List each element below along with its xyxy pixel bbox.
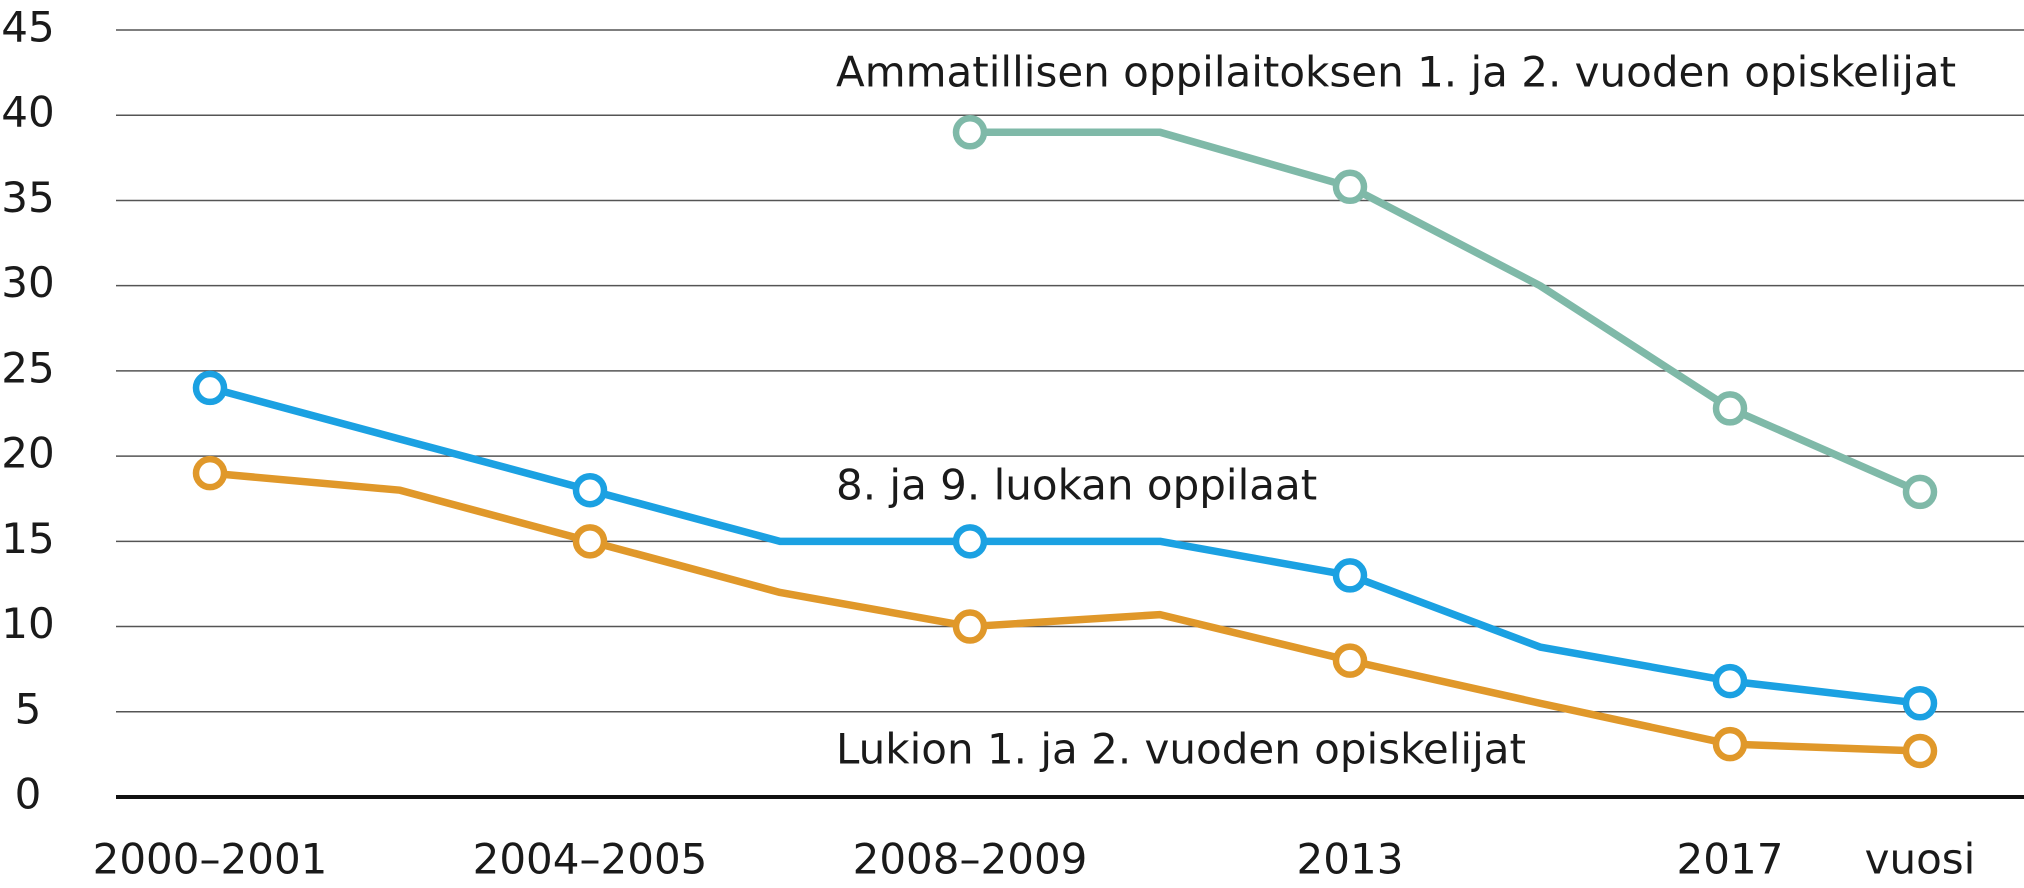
y-tick-label: 40 bbox=[1, 88, 54, 137]
x-tick-label: 2013 bbox=[1297, 835, 1404, 884]
series-line bbox=[209, 384, 1921, 707]
series-label: 8. ja 9. luokan oppilaat bbox=[836, 461, 1317, 510]
x-tick-label: 2000–2001 bbox=[93, 835, 328, 884]
point-marker bbox=[1712, 391, 1748, 426]
x-tick-label: 2004–2005 bbox=[473, 835, 708, 884]
y-tick-label: 35 bbox=[1, 173, 54, 222]
point-marker bbox=[1712, 726, 1748, 762]
y-tick-label: 20 bbox=[1, 429, 54, 478]
point-marker bbox=[192, 370, 228, 406]
point-marker bbox=[1332, 169, 1368, 205]
point-marker bbox=[1332, 558, 1368, 593]
point-marker bbox=[952, 115, 988, 150]
y-tick-label: 30 bbox=[1, 258, 54, 307]
point-marker bbox=[952, 524, 988, 559]
point-marker bbox=[192, 455, 228, 491]
y-tick-label: 15 bbox=[1, 514, 54, 563]
x-axis-label: vuosi bbox=[1865, 835, 1976, 884]
y-tick-label: 25 bbox=[1, 343, 54, 392]
y-tick-label: 0 bbox=[15, 770, 42, 819]
point-marker bbox=[1712, 663, 1748, 699]
point-marker bbox=[572, 524, 608, 559]
y-tick-label: 10 bbox=[1, 599, 54, 648]
series-line bbox=[209, 469, 1921, 755]
y-tick-label: 45 bbox=[1, 3, 54, 52]
x-tick-label: 2017 bbox=[1677, 835, 1784, 884]
point-marker bbox=[1332, 643, 1368, 678]
point-marker bbox=[1902, 474, 1938, 510]
point-marker bbox=[1902, 733, 1938, 769]
series-line bbox=[970, 128, 1922, 496]
point-marker bbox=[572, 472, 608, 508]
series-label: Lukion 1. ja 2. vuoden opiskelijat bbox=[836, 725, 1526, 774]
x-tick-label: 2008–2009 bbox=[853, 835, 1088, 884]
point-marker bbox=[1902, 686, 1938, 721]
y-tick-label: 5 bbox=[15, 684, 42, 733]
series-label: Ammatillisen oppilaitoksen 1. ja 2. vuod… bbox=[836, 48, 1956, 97]
point-marker bbox=[952, 609, 988, 644]
